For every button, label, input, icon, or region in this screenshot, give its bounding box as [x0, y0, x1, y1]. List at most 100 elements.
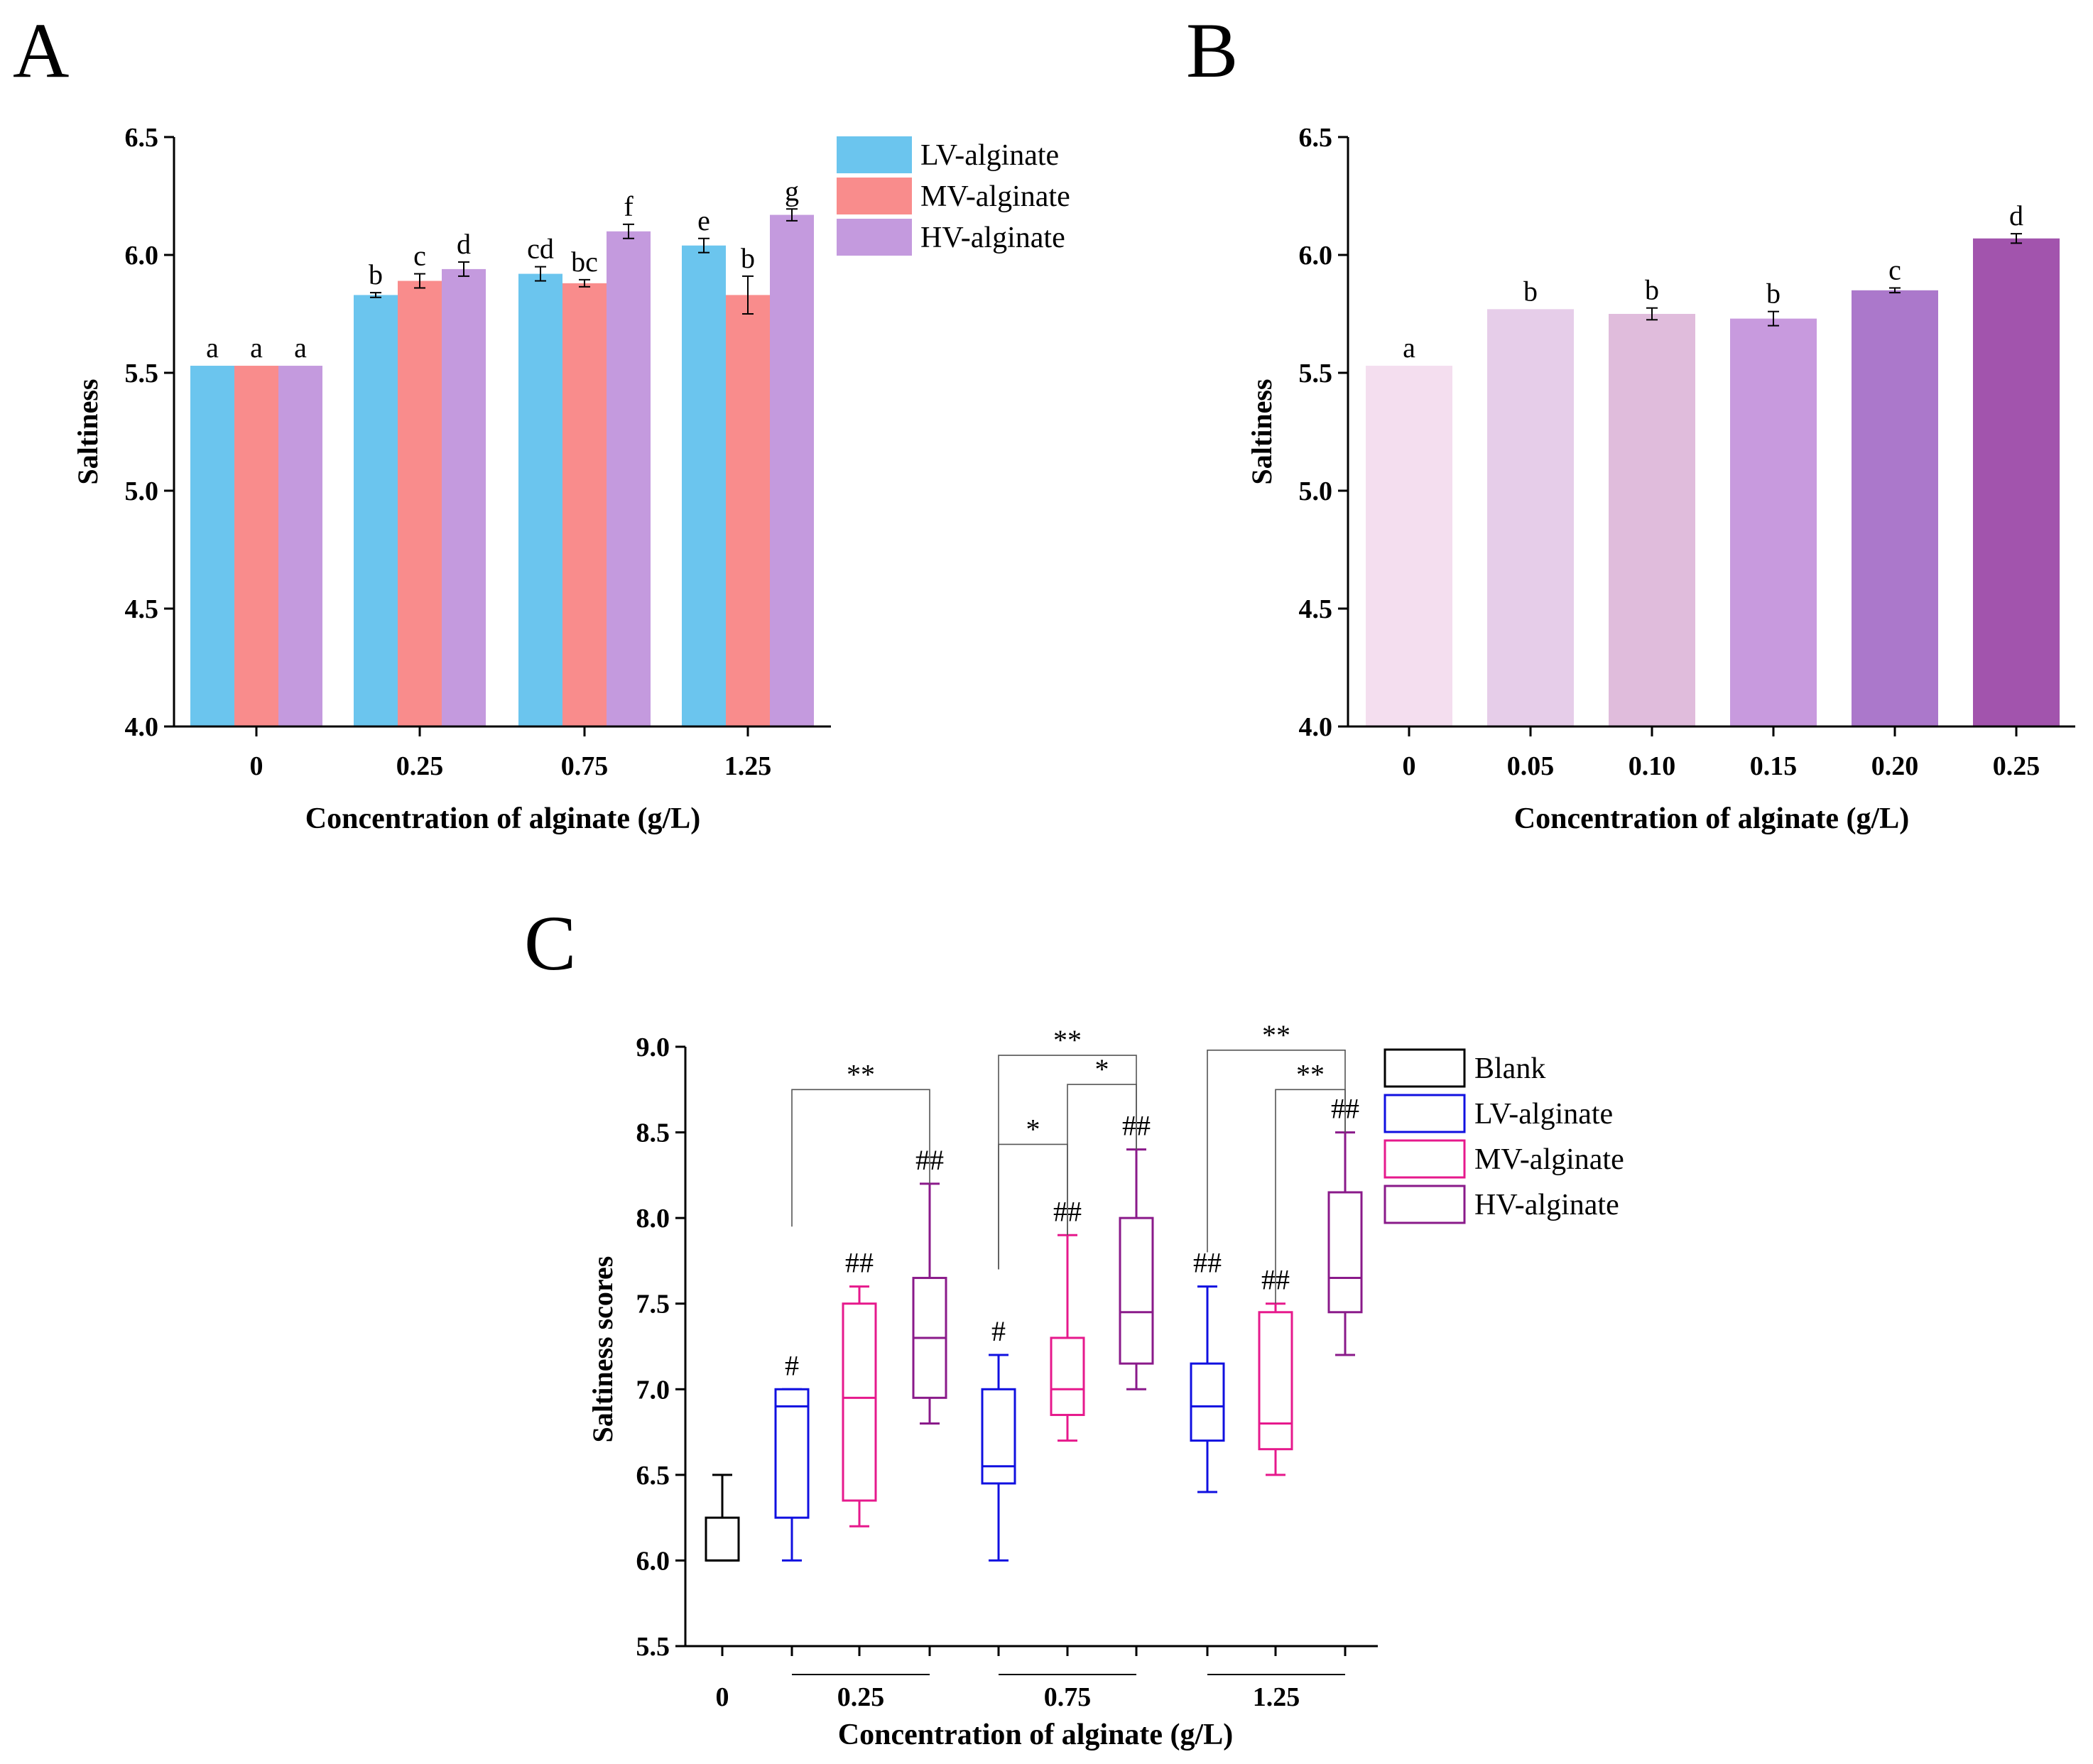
bar-a-1-3 — [726, 295, 770, 726]
significance-mark-2: ## — [845, 1247, 874, 1279]
box-6 — [1119, 1216, 1154, 1365]
y-tick-label-b: 4.5 — [1299, 594, 1333, 624]
bar-a-1-1 — [398, 281, 442, 726]
bar-a-2-3 — [770, 214, 814, 726]
sig-label-b: b — [1523, 275, 1538, 307]
bar-a-2-2 — [607, 231, 651, 726]
x-tick-label-c: 0.25 — [837, 1682, 885, 1712]
legend-swatch-a — [837, 136, 912, 173]
y-tick-label-b: 5.5 — [1299, 359, 1333, 388]
y-tick-label-c: 7.5 — [636, 1290, 670, 1319]
x-tick-label-b: 0 — [1403, 751, 1416, 781]
legend-swatch-a — [837, 178, 912, 214]
bracket-label-2: * — [1095, 1053, 1109, 1085]
x-axis-label-c: Concentration of alginate (g/L) — [838, 1719, 1233, 1751]
bar-b-4 — [1852, 290, 1938, 726]
legend-label-c: MV-alginate — [1474, 1143, 1624, 1176]
box-8 — [1258, 1311, 1293, 1451]
x-axis-label-a: Concentration of alginate (g/L) — [305, 802, 700, 835]
x-tick-label-c: 0 — [716, 1682, 729, 1712]
bracket-label-1: ** — [1053, 1024, 1082, 1056]
box-7 — [1190, 1362, 1225, 1442]
significance-mark-1: # — [785, 1349, 799, 1381]
y-tick-label-b: 6.5 — [1299, 123, 1333, 153]
sig-label-b: a — [1403, 332, 1415, 364]
legend-swatch-c — [1383, 1094, 1466, 1133]
x-tick-label-a: 0.75 — [561, 751, 609, 781]
y-tick-label-b: 5.0 — [1299, 477, 1333, 506]
y-tick-label-c: 7.0 — [636, 1375, 670, 1405]
sig-label-a: e — [697, 205, 710, 236]
bar-a-0-0 — [190, 366, 234, 726]
bar-a-2-0 — [278, 366, 322, 726]
bar-b-0 — [1366, 366, 1452, 726]
y-tick-label-c: 6.5 — [636, 1461, 670, 1491]
legend-label-a: HV-alginate — [920, 222, 1065, 254]
bar-a-2-1 — [442, 268, 486, 726]
legend-swatch-c — [1383, 1139, 1466, 1179]
box-9 — [1327, 1191, 1363, 1314]
sig-label-a: b — [369, 258, 383, 290]
x-tick-label-b: 0.25 — [1993, 751, 2040, 781]
y-tick-label-b: 4.0 — [1299, 712, 1333, 742]
bar-b-1 — [1487, 309, 1574, 726]
panel-label-a: A — [13, 7, 69, 94]
sig-label-a: cd — [527, 233, 554, 265]
box-0 — [705, 1516, 740, 1562]
sig-label-a: b — [741, 242, 755, 274]
panel-label-b: B — [1186, 7, 1238, 94]
bracket-label-4: ** — [1262, 1019, 1290, 1051]
sig-label-a: f — [624, 190, 634, 222]
sig-label-b: b — [1766, 278, 1781, 310]
box-2 — [842, 1302, 877, 1502]
x-tick-label-a: 0.25 — [396, 751, 444, 781]
bar-a-0-1 — [354, 295, 398, 726]
box-1 — [774, 1388, 810, 1519]
y-tick-label-a: 5.5 — [125, 359, 159, 388]
y-tick-label-a: 4.0 — [125, 712, 159, 742]
legend-label-c: Blank — [1474, 1052, 1545, 1085]
x-tick-label-b: 0.10 — [1629, 751, 1676, 781]
y-tick-label-a: 6.5 — [125, 123, 159, 153]
legend-label-c: HV-alginate — [1474, 1189, 1619, 1221]
bracket-3 — [998, 1143, 1068, 1270]
y-tick-label-b: 6.0 — [1299, 241, 1333, 271]
legend-label-a: MV-alginate — [920, 180, 1070, 213]
x-tick-label-b: 0.15 — [1750, 751, 1798, 781]
panel-label-c: C — [524, 900, 576, 986]
box-4 — [981, 1388, 1016, 1485]
sig-label-a: c — [413, 240, 426, 272]
bar-b-2 — [1609, 314, 1695, 726]
bracket-label-3: * — [1026, 1113, 1040, 1145]
x-tick-label-c: 1.25 — [1253, 1682, 1300, 1712]
bar-a-0-3 — [682, 245, 726, 727]
sig-label-b: d — [2009, 200, 2023, 232]
bar-a-1-0 — [234, 366, 278, 726]
bar-a-0-2 — [518, 273, 562, 726]
bracket-label-0: ** — [847, 1058, 875, 1090]
bar-a-1-2 — [562, 283, 607, 727]
significance-mark-4: # — [991, 1315, 1006, 1347]
x-tick-label-b: 0.20 — [1871, 751, 1919, 781]
y-tick-label-a: 6.0 — [125, 241, 159, 271]
sig-label-a: a — [294, 332, 307, 364]
legend-swatch-c — [1383, 1185, 1466, 1224]
y-tick-label-a: 4.5 — [125, 594, 159, 624]
y-tick-label-c: 6.0 — [636, 1546, 670, 1576]
bracket-label-5: ** — [1296, 1058, 1325, 1090]
x-tick-label-b: 0.05 — [1507, 751, 1555, 781]
sig-label-b: b — [1645, 274, 1659, 306]
bracket-5 — [1275, 1089, 1346, 1304]
bar-b-3 — [1730, 318, 1817, 726]
y-tick-label-c: 8.5 — [636, 1118, 670, 1148]
x-tick-label-a: 1.25 — [724, 751, 772, 781]
y-axis-label-b: Saltiness — [1246, 379, 1278, 485]
chart-panel-b: a 0 b 0.05 b 0.10 b 0.15 c 0.20 d 0.25 4.0 4.5 5.0 5.5 6… — [1246, 123, 2075, 835]
sig-label-a: g — [785, 175, 799, 207]
sig-label-a: a — [206, 332, 219, 364]
x-tick-label-a: 0 — [250, 751, 263, 781]
x-tick-label-c: 0.75 — [1044, 1682, 1092, 1712]
y-tick-label-c: 8.0 — [636, 1204, 670, 1234]
